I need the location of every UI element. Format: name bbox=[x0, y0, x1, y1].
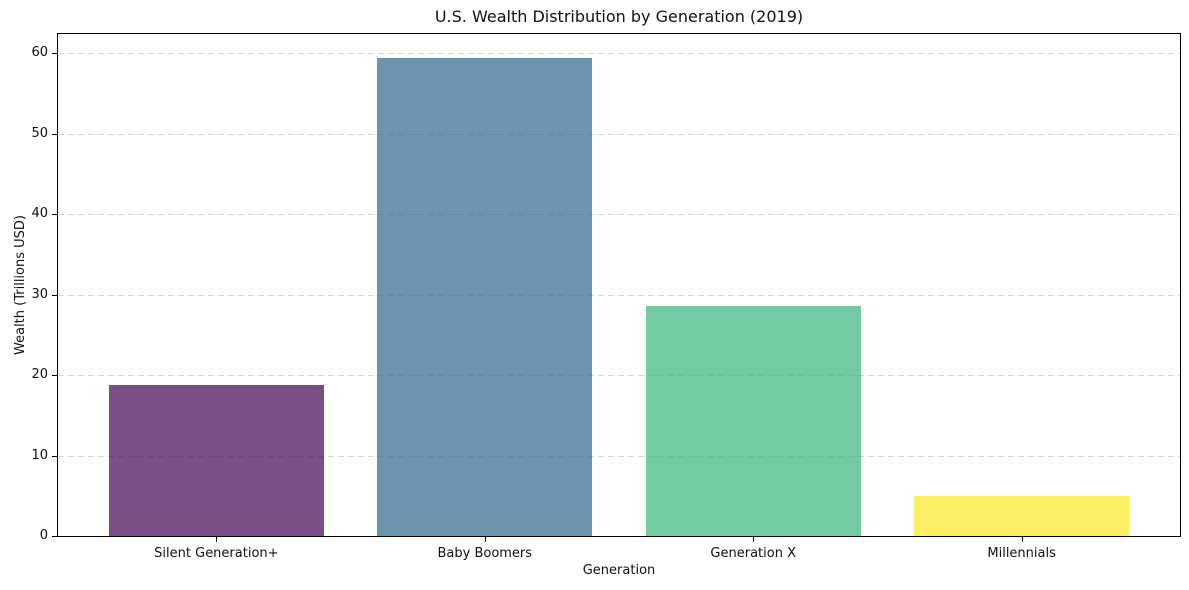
gridline bbox=[58, 53, 1180, 54]
y-tick-mark bbox=[52, 134, 57, 135]
y-tick-mark bbox=[52, 456, 57, 457]
x-tick-label: Baby Boomers bbox=[437, 546, 533, 561]
y-axis-label: Wealth (Trillions USD) bbox=[13, 215, 28, 355]
bar-baby-boomers bbox=[377, 58, 593, 536]
y-tick-mark bbox=[52, 295, 57, 296]
bar-generation-x bbox=[645, 305, 861, 536]
y-tick-label: 50 bbox=[31, 126, 48, 141]
x-tick-label: Millennials bbox=[987, 546, 1056, 561]
x-tick-label: Silent Generation+ bbox=[154, 546, 279, 561]
y-tick-label: 10 bbox=[31, 448, 48, 463]
gridline bbox=[58, 375, 1180, 376]
x-tick-label: Generation X bbox=[710, 546, 796, 561]
gridline bbox=[58, 134, 1180, 135]
y-tick-mark bbox=[52, 375, 57, 376]
y-tick-label: 20 bbox=[31, 367, 48, 382]
bar-millennials bbox=[914, 495, 1129, 536]
x-axis-label: Generation bbox=[582, 563, 656, 578]
y-tick-label: 0 bbox=[39, 528, 48, 543]
gridline bbox=[58, 295, 1180, 296]
plot-area bbox=[57, 33, 1181, 537]
gridline bbox=[58, 456, 1180, 457]
y-tick-label: 40 bbox=[31, 206, 48, 221]
bar-silent-generation bbox=[109, 384, 324, 536]
x-tick-mark bbox=[485, 537, 486, 542]
y-tick-mark bbox=[52, 53, 57, 54]
x-tick-mark bbox=[753, 537, 754, 542]
x-tick-mark bbox=[1022, 537, 1023, 542]
y-tick-mark bbox=[52, 536, 57, 537]
chart-title: U.S. Wealth Distribution by Generation (… bbox=[434, 7, 804, 26]
x-tick-mark bbox=[216, 537, 217, 542]
y-tick-label: 60 bbox=[31, 45, 48, 60]
y-tick-mark bbox=[52, 214, 57, 215]
y-tick-label: 30 bbox=[31, 287, 48, 302]
gridline bbox=[58, 214, 1180, 215]
